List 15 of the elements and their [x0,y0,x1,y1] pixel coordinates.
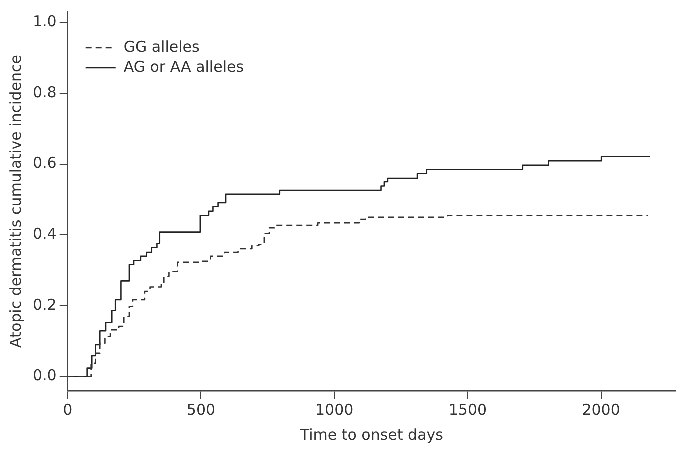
y-tick-label: 1.0 [32,12,57,31]
y-tick-label: 0.2 [32,296,57,314]
y-tick-label: 0.0 [32,366,57,385]
x-tick-label: 1000 [315,400,354,419]
legend-label: AG or AA alleles [124,58,244,76]
y-tick-label: 0.6 [32,154,57,172]
x-tick-label: 1500 [448,400,488,419]
y-axis-title: Atopic dermatitis cumulative incidence [6,55,25,348]
x-axis-title: Time to onset days [299,426,444,444]
x-tick-label: 500 [186,400,216,419]
x-tick-label: 2000 [582,400,620,419]
y-tick-label: 0.4 [32,225,57,244]
y-tick-label: 0.8 [32,83,57,102]
legend-label: GG alleles [124,38,200,56]
x-tick-label: 0 [63,400,73,419]
